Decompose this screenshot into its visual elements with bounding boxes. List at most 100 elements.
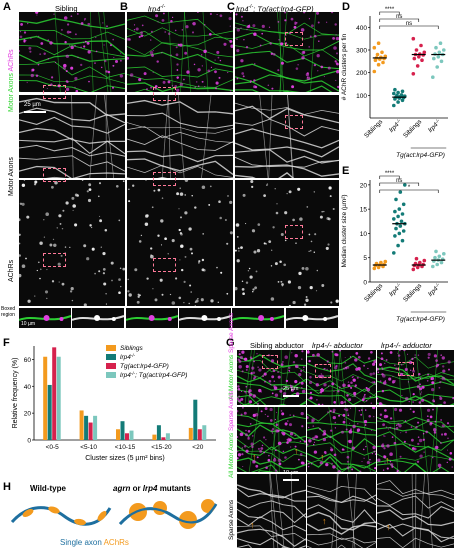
y-axis-label: # AChR clusters per fin xyxy=(341,33,348,100)
bar xyxy=(43,356,48,440)
scale-bar-a-label: 25 µm xyxy=(24,102,41,108)
inset-box-c1 xyxy=(285,32,303,46)
inset-box-c3 xyxy=(285,225,303,239)
data-point xyxy=(415,64,420,68)
bar xyxy=(79,410,84,440)
data-point xyxy=(393,87,397,92)
g-micrograph-2-3 xyxy=(377,407,454,472)
group-label: Tg(act:lrp4-GFP) xyxy=(396,316,445,323)
data-point xyxy=(439,59,444,64)
data-point xyxy=(397,231,402,236)
data-point xyxy=(379,260,383,265)
h-wt-achr-1 xyxy=(22,509,34,517)
y-tick-label: 10 xyxy=(360,231,368,238)
data-point xyxy=(403,183,407,187)
data-point xyxy=(414,48,419,52)
arrow-icon: ↑ xyxy=(250,520,255,530)
boxed-inset-6 xyxy=(285,308,338,328)
data-point xyxy=(372,266,377,271)
data-point xyxy=(435,262,439,267)
g-micrograph-1-3 xyxy=(377,350,454,405)
x-tick-label: <5-10 xyxy=(80,444,97,451)
data-point xyxy=(392,217,396,221)
data-point xyxy=(434,45,438,50)
inset-box-b1 xyxy=(153,87,176,101)
scale-bar-a-inset-label: 10 µm xyxy=(21,321,35,327)
y-tick-label: 100 xyxy=(356,93,367,100)
x-tick-label: Siblings xyxy=(363,118,385,140)
h-wt-achr-2 xyxy=(48,506,60,514)
legend-swatch xyxy=(106,372,116,378)
y-tick-label: 15 xyxy=(360,207,368,214)
data-point xyxy=(396,90,400,95)
bar xyxy=(197,429,202,440)
legend-swatch xyxy=(106,363,116,369)
y-tick-label: 400 xyxy=(356,25,367,32)
data-point xyxy=(395,93,399,98)
inset-box-b2 xyxy=(153,172,176,186)
micrograph-a2 xyxy=(19,95,125,178)
inset-box-c2 xyxy=(285,115,303,129)
boxed-inset-4 xyxy=(178,308,231,328)
panel-letter-b: B xyxy=(120,1,128,13)
scale-bar-a xyxy=(24,111,46,113)
data-point xyxy=(374,261,379,266)
bar xyxy=(202,425,207,440)
bar xyxy=(125,433,129,440)
arrow-icon: ↑ xyxy=(385,455,390,465)
g-row2-label: All Motor Axons Sparse Axons xyxy=(228,390,235,478)
legend-label: lrp4-/- xyxy=(120,353,136,361)
boxed-inset-1 xyxy=(19,308,71,328)
panel-letter-d: D xyxy=(342,1,350,13)
g-scale-bar-2 xyxy=(283,479,299,481)
data-point xyxy=(396,100,400,104)
g-micrograph-3-2 xyxy=(307,474,376,548)
data-point xyxy=(392,103,396,108)
panel-letter-h: H xyxy=(3,481,11,493)
boxed-inset-5 xyxy=(232,308,285,328)
g-inset-box-3 xyxy=(398,362,414,376)
data-point xyxy=(401,229,406,233)
h-mut-label: agrn or lrp4 mutants xyxy=(113,484,191,493)
legend-label: lrp4-/-; Tg(act:lrp4-GFP) xyxy=(120,371,187,379)
h-mut-achr-4 xyxy=(201,499,215,513)
h-mut-achr-3 xyxy=(179,511,197,529)
data-point xyxy=(383,259,388,264)
g-title-2: lrp4-/- abductor xyxy=(312,341,363,350)
bar xyxy=(152,434,157,440)
data-point xyxy=(398,190,403,194)
data-point xyxy=(433,255,437,260)
y-tick-label: 20 xyxy=(360,182,368,189)
h-wt-achr-4 xyxy=(97,511,107,521)
panel-letter-f: F xyxy=(3,337,10,349)
h-wt-label: Wild-type xyxy=(30,484,66,493)
g-micrograph-2-2 xyxy=(307,407,376,472)
legend-label: Siblings xyxy=(120,345,144,352)
row3-label: AChRs xyxy=(8,259,15,282)
y-tick-label: 20 xyxy=(24,411,32,418)
panel-a-title: Sibling xyxy=(55,4,78,13)
y-axis-label: Median cluster size (µm²) xyxy=(341,194,348,267)
bar xyxy=(120,421,125,440)
data-point xyxy=(396,214,400,219)
bar xyxy=(93,415,98,440)
significance-label: ns xyxy=(406,21,412,27)
y-tick-label: 60 xyxy=(24,357,32,364)
inset-box-a3 xyxy=(43,253,66,267)
panel-letter-e: E xyxy=(342,165,350,177)
data-point xyxy=(411,72,416,76)
x-tick-label: lrp4-/- xyxy=(426,281,443,298)
g-micrograph-3-1 xyxy=(237,474,306,548)
micrograph-a3 xyxy=(19,180,125,306)
data-point xyxy=(398,224,403,228)
boxed-inset-3 xyxy=(125,308,178,328)
g-scale-label-1: 25 µm xyxy=(283,386,299,392)
inset-box-a1 xyxy=(43,85,66,99)
data-point xyxy=(431,264,435,269)
data-point xyxy=(439,260,444,265)
arrow-icon: ↑ xyxy=(320,452,325,462)
data-point xyxy=(438,41,443,45)
panel-letter-c: C xyxy=(227,1,235,13)
micrograph-b2 xyxy=(127,95,233,178)
g-row1-label: All Motor Axons Sparse Axons xyxy=(228,312,235,400)
